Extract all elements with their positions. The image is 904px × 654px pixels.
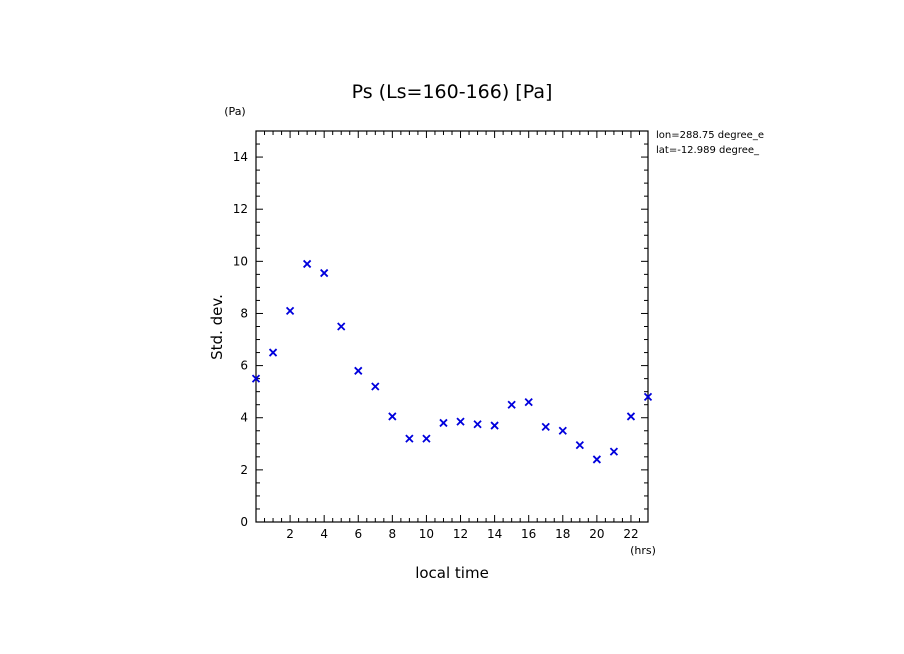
y-unit-label: (Pa): [224, 105, 245, 118]
y-tick-label: 4: [240, 411, 248, 425]
data-point: [405, 434, 414, 443]
x-tick-label: 18: [555, 527, 570, 541]
y-tick-label: 0: [240, 515, 248, 529]
data-point: [268, 348, 278, 357]
data-point: [507, 400, 516, 409]
data-point: [302, 259, 312, 269]
x-tick-label: 10: [419, 527, 434, 541]
data-point: [371, 382, 380, 391]
y-tick-label: 2: [240, 463, 248, 477]
y-tick-label: 14: [233, 150, 248, 164]
data-point: [541, 422, 550, 431]
y-tick-label: 10: [233, 254, 248, 268]
data-point: [251, 374, 261, 383]
data-point: [575, 440, 584, 450]
data-point: [626, 412, 636, 421]
data-point: [388, 412, 397, 421]
data-point: [592, 455, 602, 464]
x-tick-label: 8: [389, 527, 397, 541]
x-tick-label: 4: [320, 527, 328, 541]
data-point: [354, 366, 363, 375]
x-tick-label: 16: [521, 527, 536, 541]
data-point: [320, 268, 329, 278]
data-point: [643, 392, 653, 402]
y-tick-label: 12: [233, 202, 248, 216]
data-point: [609, 447, 619, 456]
data-point: [490, 421, 499, 430]
chart-title: Ps (Ls=160-166) [Pa]: [352, 81, 553, 103]
plot-frame: [255, 130, 649, 523]
x-tick-label: 6: [354, 527, 362, 541]
x-tick-label: 14: [487, 527, 502, 541]
x-tick-label: 22: [623, 527, 638, 541]
x-unit-label: (hrs): [630, 544, 656, 557]
data-point: [439, 418, 448, 428]
data-point: [422, 434, 431, 443]
y-tick-label: 8: [240, 306, 248, 320]
annotation-lat: lat=-12.989 degree_: [656, 145, 760, 156]
x-tick-label: 12: [453, 527, 468, 541]
x-axis-label: local time: [415, 564, 489, 582]
data-point: [285, 306, 295, 315]
data-point: [456, 417, 465, 426]
y-tick-label: 6: [240, 359, 248, 373]
data-point: [337, 322, 346, 331]
x-tick-label: 20: [589, 527, 604, 541]
data-point: [524, 397, 533, 407]
y-axis-label: Std. dev.: [208, 294, 226, 360]
data-point: [473, 420, 482, 429]
data-point: [558, 426, 567, 435]
x-tick-label: 2: [286, 527, 294, 541]
annotation-lon: lon=288.75 degree_e: [656, 130, 764, 141]
